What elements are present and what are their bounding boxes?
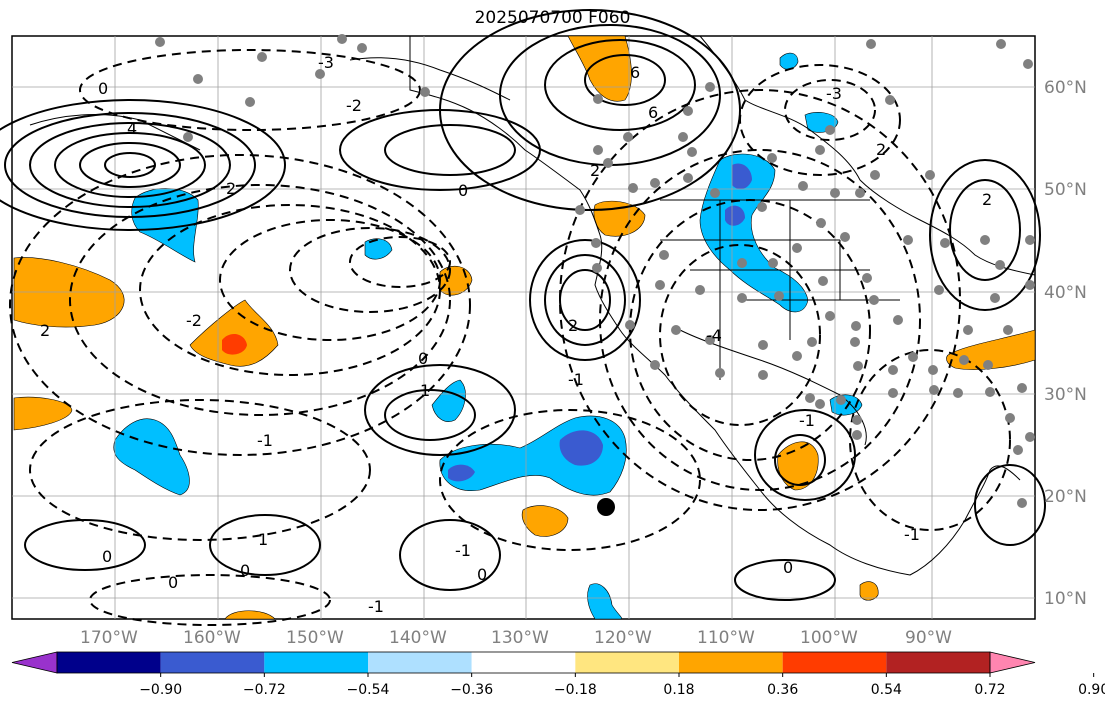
negative-anomaly-area [587,583,623,620]
negative-anomaly-area [779,52,799,70]
contour-label: 2 [590,161,600,180]
contour-label: 4 [127,119,137,138]
strong-negative-anomaly-area [559,430,603,466]
negative-anomaly-area [364,238,393,260]
longitude-label: 170°W [80,628,138,648]
contour-label: -2 [346,96,362,115]
contour-label: 0 [98,79,108,98]
longitude-label: 140°W [389,628,447,648]
colorbar-segment [471,652,576,673]
positive-anomaly-area [859,581,879,601]
contour-label: 1 [420,381,430,400]
colorbar-tick-label: −0.90 [139,682,182,698]
contour-label: 0 [477,565,487,584]
colorbar-tick-label: −0.18 [554,682,597,698]
forecast-point-marker [597,498,615,516]
longitude-label: 100°W [800,628,858,648]
colorbar-tick-label: 0.36 [767,682,798,698]
colorbar-tick-label: −0.72 [243,682,286,698]
longitude-label: 110°W [697,628,755,648]
contour-label: -1 [257,431,273,450]
colorbar-tick-label: −0.54 [347,682,390,698]
colorbar-segment [782,652,887,673]
contour-label: 0 [418,349,428,368]
contour-label: -3 [826,84,842,103]
contour-label: 0 [102,547,112,566]
latitude-label: 30°N [1044,385,1087,405]
longitude-label: 150°W [286,628,344,648]
contour-label: 2 [226,179,236,198]
contour-label: 0 [168,573,178,592]
latitude-label: 50°N [1044,180,1087,200]
contour-label: -1 [568,370,584,389]
latitude-label: 40°N [1044,283,1087,303]
strong-negative-anomaly-area [725,205,745,226]
station-dots [155,34,1035,508]
colorbar-tick-label: 0.90 [1078,682,1105,698]
positive-anomaly-area [521,505,569,537]
solid-contours [0,9,1046,601]
contour-label: 0 [783,558,793,577]
contour-label: 1 [258,530,268,549]
positive-anomaly-area [189,299,279,367]
map-panel: 0 2 4 6 2 0 -2 -3 -4 6 2 0 1 -1 0 -2 2 -… [0,9,1046,626]
colorbar-segment [886,652,990,673]
longitude-label: 90°W [905,628,952,648]
contour-label: -2 [186,311,202,330]
colorbar: −0.90 −0.72 −0.54 −0.36 −0.18 0.18 0.36 0.54 0.7… [11,651,1105,698]
strong-positive-anomaly-area [222,333,247,355]
longitude-axis: 170°W 160°W 150°W 140°W 130°W 120°W 110°… [80,628,952,648]
contour-label: -4 [706,326,722,345]
latitude-axis: 60°N 50°N 40°N 30°N 20°N 10°N [1044,78,1087,609]
strong-negative-anomaly-area [732,163,752,190]
colorbar-segment [57,652,161,673]
latitude-label: 20°N [1044,487,1087,507]
colorbar-tick-label: −0.36 [450,682,493,698]
colorbar-segment [160,652,265,673]
colorbar-extend-min [11,651,58,674]
longitude-label: 160°W [183,628,241,648]
contour-label: -1 [799,411,815,430]
colorbar-tick-label: 0.18 [663,682,694,698]
colorbar-segment [575,652,679,673]
contour-label: -1 [368,597,384,616]
colorbar-tick-label: 0.72 [974,682,1005,698]
contour-label: -1 [455,541,471,560]
contour-label: 0 [240,561,250,580]
longitude-label: 120°W [594,628,652,648]
contour-label: 2 [568,316,578,335]
contour-label: -1 [904,525,920,544]
positive-anomaly-area [224,610,276,620]
longitude-label: 130°W [491,628,549,648]
contour-label: 0 [458,181,468,200]
colorbar-extend-max [989,651,1036,674]
dashed-contours [9,49,1011,626]
positive-anomaly-area [567,35,632,102]
colorbar-segment [264,652,368,673]
colorbar-outline [56,651,991,674]
latitude-label: 10°N [1044,589,1087,609]
colorbar-segment [679,652,783,673]
contour-label: -3 [318,53,334,72]
strong-negative-anomaly-area [448,464,475,482]
latitude-label: 60°N [1044,78,1087,98]
contour-labels: 0 2 4 6 2 0 -2 -3 -4 6 2 0 1 -1 0 -2 2 -… [40,53,992,616]
graticule [12,36,1035,619]
positive-anomaly-area [13,396,73,431]
colorbar-segment [368,652,472,673]
colorbar-tick-label: 0.54 [871,682,902,698]
coastlines [29,35,1036,576]
contour-label: 2 [982,190,992,209]
contour-label: 6 [648,103,658,122]
contour-label: 6 [630,63,640,82]
contour-label: 2 [40,321,50,340]
contour-label: 2 [876,140,886,159]
